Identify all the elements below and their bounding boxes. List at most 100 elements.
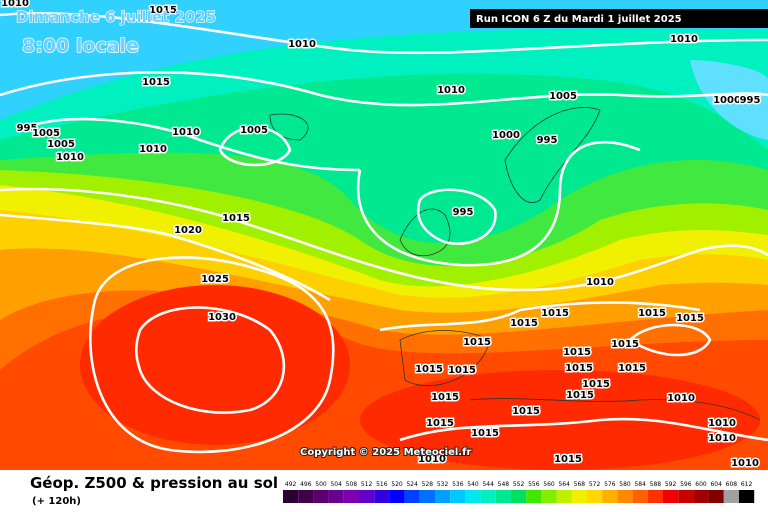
legend-swatch xyxy=(541,490,557,503)
legend-swatch xyxy=(298,490,314,503)
legend-swatch xyxy=(647,490,663,503)
legend-label: 540 xyxy=(467,481,479,488)
legend-label: 516 xyxy=(376,481,388,488)
legend-label: 528 xyxy=(422,481,434,488)
legend-label: 604 xyxy=(710,481,722,488)
isobar-label: 1005 xyxy=(240,125,268,136)
isobar-label: 1015 xyxy=(582,379,610,390)
isobar-label: 1015 xyxy=(142,77,170,88)
legend-label: 564 xyxy=(558,481,570,488)
isobar-label: 1010 xyxy=(1,0,29,9)
legend-label: 536 xyxy=(452,481,464,488)
legend-label: 556 xyxy=(528,481,540,488)
legend-label: 608 xyxy=(726,481,738,488)
isobar-label: 1005 xyxy=(47,139,75,150)
isobar-label: 1015 xyxy=(448,365,476,376)
legend-swatch xyxy=(465,490,481,503)
coastlines xyxy=(269,107,761,421)
legend-label: 580 xyxy=(619,481,631,488)
isobar-label: 995 xyxy=(453,207,474,218)
isobar-label: 1010 xyxy=(56,152,84,163)
isobar-label: 1010 xyxy=(667,393,695,404)
legend-label: 500 xyxy=(315,481,327,488)
isobar-label: 1015 xyxy=(463,337,491,348)
isobar-label: 1010 xyxy=(708,433,736,444)
legend-swatch xyxy=(678,490,694,503)
time: 8:00 locale xyxy=(22,35,139,57)
isobar-label: 1015 xyxy=(676,313,704,324)
isobar-labels: 1010101510101015101010051010100099599510… xyxy=(0,0,762,471)
legend-swatch xyxy=(723,490,739,503)
legend-label: 520 xyxy=(391,481,403,488)
isobar-label: 1010 xyxy=(288,39,316,50)
isobar-label: 1030 xyxy=(208,312,236,323)
legend-swatch xyxy=(708,490,724,503)
isobar-label: 1015 xyxy=(431,392,459,403)
isobar-label: 1010 xyxy=(670,34,698,45)
legend-label: 592 xyxy=(665,481,677,488)
legend-swatch xyxy=(359,490,375,503)
isobar-label: 1015 xyxy=(554,454,582,465)
legend-label: 596 xyxy=(680,481,692,488)
isobar-label: 1010 xyxy=(586,277,614,288)
isobar-label: 995 xyxy=(17,123,38,134)
isobar-label: 1015 xyxy=(426,418,454,429)
isobar-label: 1015 xyxy=(618,363,646,374)
isobar-label: 1015 xyxy=(222,213,250,224)
legend-label: 588 xyxy=(650,481,662,488)
isobar-label: 1010 xyxy=(731,458,759,469)
legend-swatch xyxy=(693,490,709,503)
field xyxy=(0,0,768,470)
isobar-label: 1015 xyxy=(611,339,639,350)
legend-swatch xyxy=(419,490,435,503)
isobar-label: 1015 xyxy=(415,364,443,375)
isobar-label: 1015 xyxy=(565,363,593,374)
isobar-label: 1015 xyxy=(541,308,569,319)
legend-swatch xyxy=(511,490,527,503)
date: Dimanche 6 juillet 2025 xyxy=(16,8,216,26)
isobar-label: 1005 xyxy=(32,128,60,139)
legend-swatch xyxy=(313,490,329,503)
isobar-label: 1020 xyxy=(174,225,202,236)
isobar-label: 1015 xyxy=(566,390,594,401)
legend-swatch xyxy=(587,490,603,503)
legend-swatch xyxy=(374,490,390,503)
isobar-label: 1010 xyxy=(172,127,200,138)
legend-swatch xyxy=(389,490,405,503)
legend-label: 612 xyxy=(741,481,753,488)
isobar-label: 1015 xyxy=(510,318,538,329)
isobar-label: 1010 xyxy=(139,144,167,155)
legend-swatch xyxy=(450,490,466,503)
copyright: Copyright © 2025 Meteociel.fr xyxy=(300,447,471,458)
legend-label: 492 xyxy=(285,481,297,488)
legend-swatch xyxy=(526,490,542,503)
legend-label: 504 xyxy=(330,481,342,488)
run-box xyxy=(470,9,768,28)
legend-swatch xyxy=(556,490,572,503)
isobar-label: 1015 xyxy=(638,308,666,319)
isobar-label: 1000 xyxy=(492,130,520,141)
isobar-label: 1015 xyxy=(149,5,177,16)
legend-swatch xyxy=(617,490,633,503)
legend-swatch xyxy=(571,490,587,503)
legend-label: 508 xyxy=(346,481,358,488)
legend-label: 568 xyxy=(574,481,586,488)
legend-label: 512 xyxy=(361,481,373,488)
legend-swatch xyxy=(404,490,420,503)
isobar-label: 1015 xyxy=(512,406,540,417)
run: Run ICON 6 Z du Mardi 1 juillet 2025 xyxy=(476,14,682,25)
legend-label: 552 xyxy=(513,481,525,488)
isobar-label: 1025 xyxy=(201,274,229,285)
legend-swatch xyxy=(495,490,511,503)
legend-label: 576 xyxy=(604,481,616,488)
legend-label: 532 xyxy=(437,481,449,488)
legend-label: 584 xyxy=(634,481,646,488)
legend-label: 560 xyxy=(543,481,555,488)
legend-label: 548 xyxy=(498,481,510,488)
legend-swatch xyxy=(632,490,648,503)
isobar-label: 995 xyxy=(740,95,761,106)
isobar-label: 1000 xyxy=(713,95,741,106)
legend-swatch xyxy=(343,490,359,503)
footer-title: Géop. Z500 & pression au sol xyxy=(30,474,278,492)
